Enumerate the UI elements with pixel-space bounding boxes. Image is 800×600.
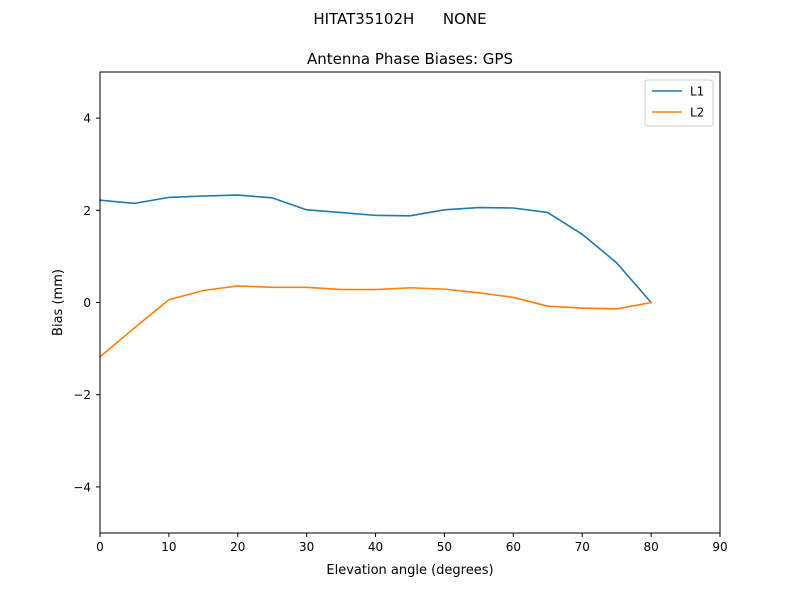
- y-axis-label: Bias (mm): [51, 269, 66, 336]
- legend-label-l2: L2: [690, 106, 704, 120]
- x-tick-label: 40: [368, 540, 383, 554]
- series-layer: [98, 194, 653, 359]
- x-tick-label: 10: [161, 540, 176, 554]
- y-tick-label: 2: [83, 204, 91, 218]
- x-tick-label: 0: [96, 540, 104, 554]
- y-tick-label: 0: [83, 296, 91, 310]
- x-tick-label: 50: [437, 540, 452, 554]
- x-tick-label: 60: [506, 540, 521, 554]
- x-tick-label: 90: [712, 540, 727, 554]
- plot-area: [100, 72, 720, 533]
- figure-suptitle: HITAT35102H NONE: [313, 10, 486, 28]
- x-tick-label: 80: [643, 540, 658, 554]
- x-axis-label: Elevation angle (degrees): [326, 563, 493, 578]
- x-tick-label: 70: [575, 540, 590, 554]
- axes-layer: 0 10 20 30 40 50 60 70 80 90 −4 −2 0 2 4: [73, 71, 728, 554]
- x-tick-label: 30: [299, 540, 314, 554]
- y-tick-label: 4: [83, 112, 91, 126]
- chart-title: Antenna Phase Biases: GPS: [307, 50, 513, 68]
- legend-label-l1: L1: [690, 85, 704, 99]
- axes-frame: [99, 71, 721, 534]
- legend: L1 L2: [644, 79, 714, 127]
- x-tick-label: 20: [230, 540, 245, 554]
- y-tick-label: −2: [73, 388, 91, 402]
- y-tick-label: −4: [73, 480, 91, 494]
- series-line-l1: [99, 194, 653, 304]
- series-line-l2: [98, 285, 653, 359]
